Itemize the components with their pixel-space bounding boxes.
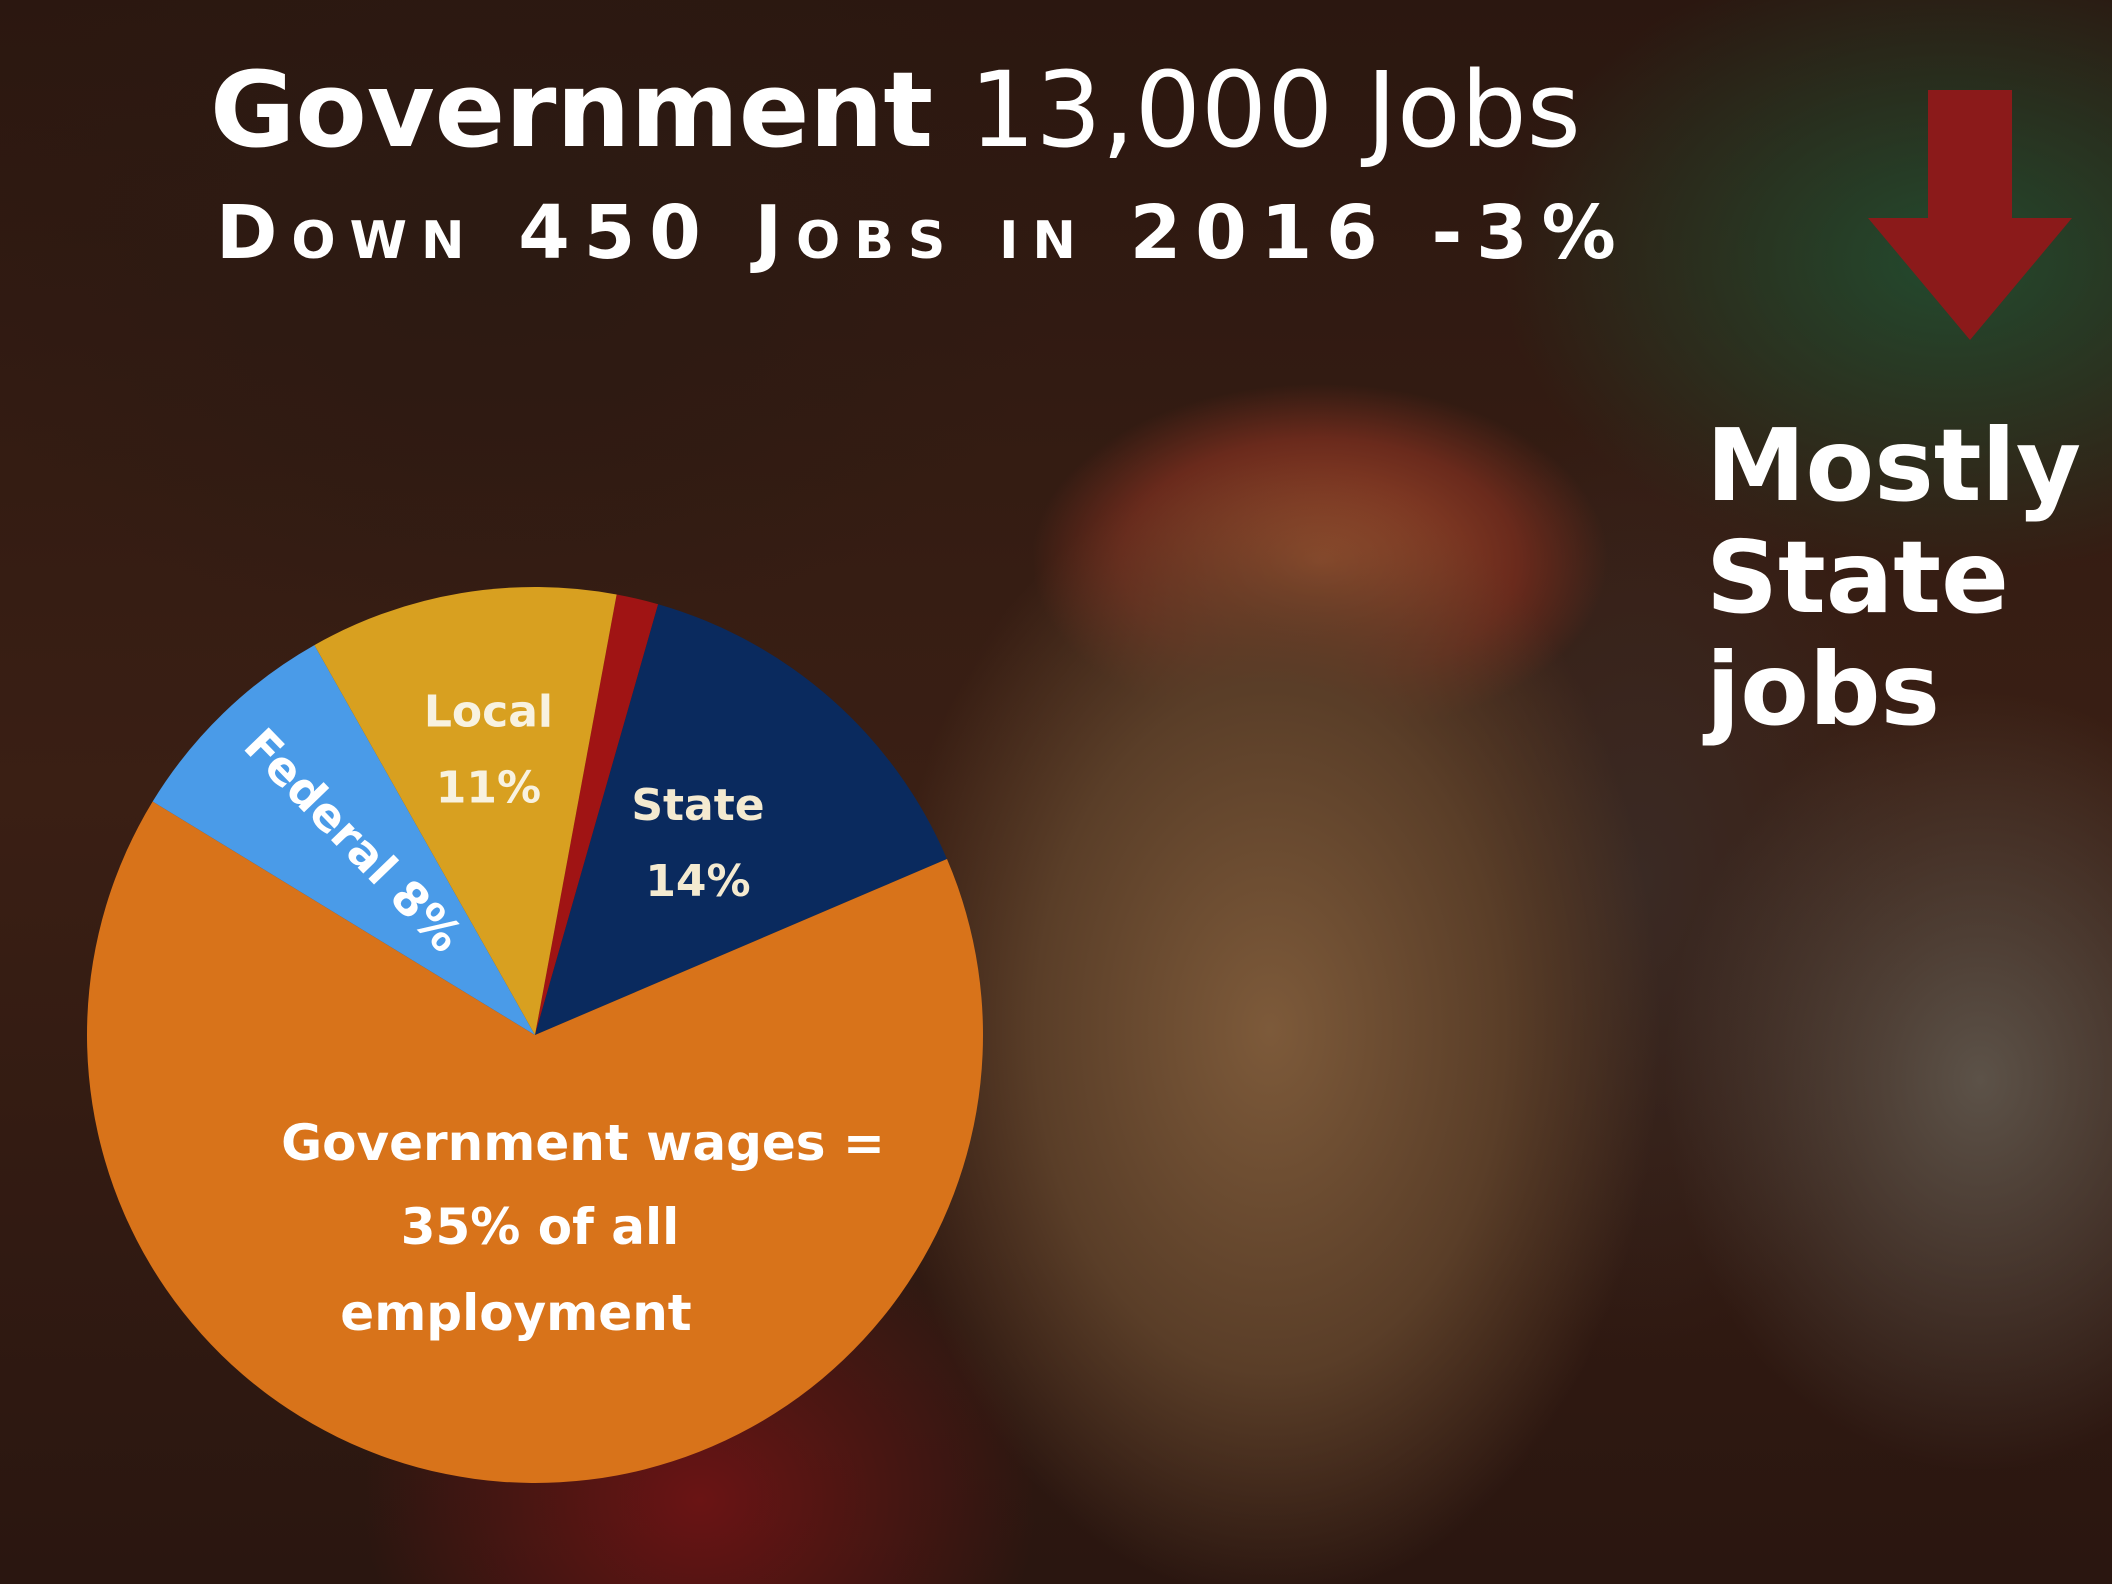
title-strong: Government: [210, 49, 934, 171]
title-rest: 13,000 Jobs: [969, 49, 1581, 171]
pie-slice-local: [314, 587, 617, 1035]
pie-slice-other: [535, 594, 659, 1035]
subtitle: Down 450 Jobs in 2016 -3%: [216, 190, 1630, 276]
callout-line-3: jobs: [1706, 631, 1941, 748]
callout-text: Mostly State jobs: [1706, 410, 2081, 746]
pie-slice-total: [86, 801, 983, 1483]
callout-line-1: Mostly: [1706, 407, 2081, 524]
tick-label-state: State: [631, 780, 764, 831]
data-label-state: 14%: [645, 856, 750, 907]
annotation-line-1: Government wages =: [281, 1114, 885, 1172]
pie-slice-federal: [152, 645, 535, 1035]
annotation-line-3: employment: [340, 1284, 691, 1342]
callout-line-2: State: [1706, 519, 2009, 636]
page-title: Government 13,000 Jobs: [210, 58, 1581, 162]
data-label-local: 11%: [436, 763, 541, 814]
down-arrow-icon: [1868, 90, 2072, 340]
annotation-line-2: 35% of all: [401, 1198, 680, 1256]
tick-label-local: Local: [424, 687, 553, 738]
pie-slice-state: [535, 604, 947, 1035]
